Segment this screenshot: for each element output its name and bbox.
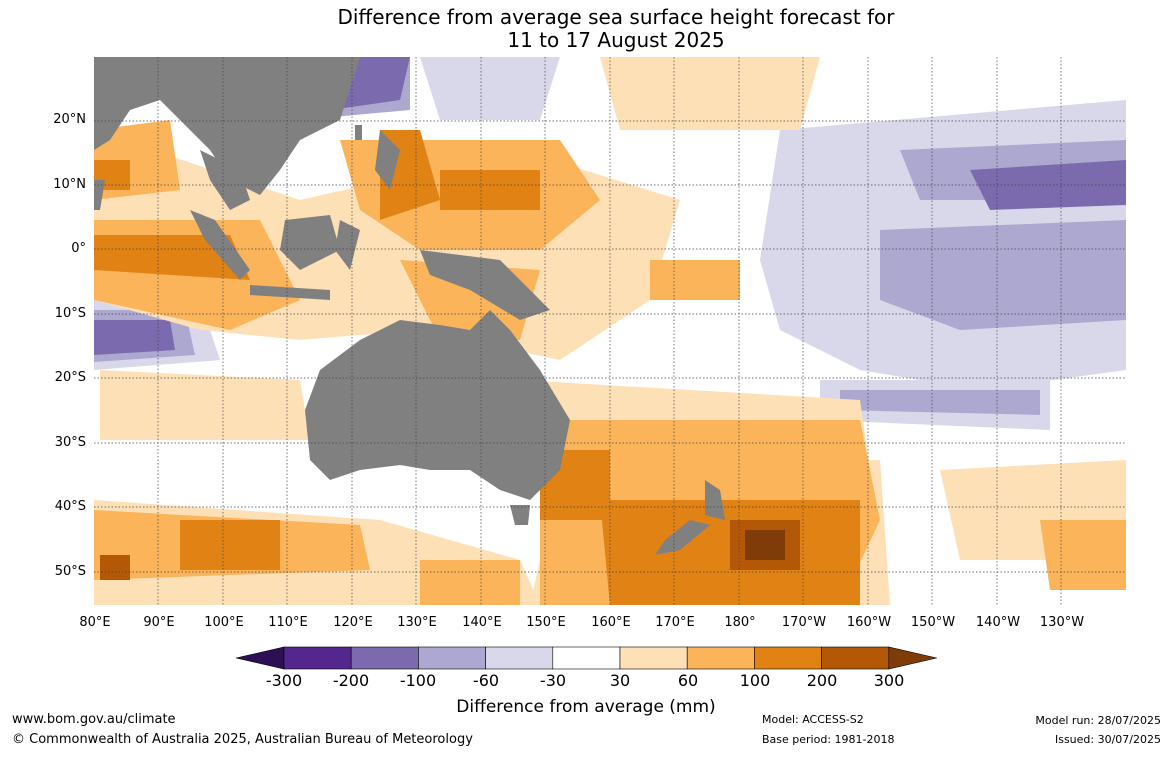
colorbar: [235, 646, 937, 670]
asia-landmass: [94, 57, 360, 195]
india-tip: [94, 180, 105, 210]
lon-label: 130°W: [1039, 615, 1085, 630]
colorbar-tick-label: 60: [677, 671, 699, 690]
colorbar-tick-label: -100: [399, 671, 437, 690]
lat-label: 10°N: [53, 177, 86, 192]
lon-label: 100°E: [204, 615, 244, 630]
lon-label: 120°E: [333, 615, 373, 630]
lon-label: 160°E: [591, 615, 631, 630]
colorbar-segment: [418, 646, 486, 670]
model-run-date: Model run: 28/07/2025: [1035, 714, 1161, 727]
colorbar-tick-label: -200: [332, 671, 370, 690]
lat-label: 0°: [71, 241, 86, 256]
colorbar-segment: [821, 646, 890, 670]
lon-label: 110°E: [268, 615, 308, 630]
lon-label: 140°W: [975, 615, 1021, 630]
sumatra: [190, 210, 250, 280]
copyright: © Commonwealth of Australia 2025, Austra…: [12, 732, 473, 747]
philippines: [375, 130, 400, 190]
lat-label: 10°S: [54, 306, 86, 321]
source-url: www.bom.gov.au/climate: [12, 712, 176, 727]
sulawesi: [335, 220, 360, 270]
colorbar-title: Difference from average (mm): [456, 697, 716, 717]
lon-label: 170°E: [655, 615, 695, 630]
colorbar-segment: [619, 646, 688, 670]
colorbar-segment: [485, 646, 554, 670]
colorbar-tick-label: 100: [739, 671, 771, 690]
colorbar-tick-label: -60: [472, 671, 500, 690]
colorbar-segment: [686, 646, 755, 670]
land-masses: [94, 57, 725, 555]
colorbar-tick-label: 200: [806, 671, 838, 690]
new-guinea: [420, 250, 550, 320]
lon-label: 170°W: [781, 615, 827, 630]
lat-label: 50°S: [54, 564, 86, 579]
indochina: [200, 150, 250, 210]
australia: [305, 310, 570, 500]
colorbar-tick-label: 300: [873, 671, 905, 690]
new-zealand-north: [705, 480, 725, 520]
colorbar-tick-label: 30: [609, 671, 631, 690]
lon-label: 140°E: [462, 615, 502, 630]
lat-label: 30°S: [54, 435, 86, 450]
map-title-line2: 11 to 17 August 2025: [507, 28, 725, 52]
model-name: Model: ACCESS-S2: [762, 713, 864, 726]
borneo: [280, 215, 340, 270]
colorbar-segment: [754, 646, 822, 670]
issued-date: Issued: 30/07/2025: [1054, 733, 1161, 746]
colorbar-segment: [552, 646, 621, 670]
colorbar-tick-label: -300: [265, 671, 303, 690]
lon-label: 150°E: [526, 615, 566, 630]
base-period: Base period: 1981-2018: [762, 733, 895, 746]
lon-label: 90°E: [143, 615, 175, 630]
colorbar-extend-high: [888, 646, 937, 670]
new-zealand-south: [655, 520, 710, 555]
colorbar-extend-low: [235, 646, 285, 670]
positive-anomaly-areas-extreme: [745, 530, 785, 560]
lat-label: 40°S: [54, 499, 86, 514]
lon-label: 80°E: [79, 615, 111, 630]
colorbar-segment: [350, 646, 419, 670]
taiwan: [355, 125, 362, 140]
lat-label: 20°S: [54, 370, 86, 385]
colorbar-segment: [283, 646, 352, 670]
lon-label: 130°E: [397, 615, 437, 630]
java: [250, 285, 330, 300]
lon-label: 160°W: [846, 615, 892, 630]
map-title-line1: Difference from average sea surface heig…: [337, 5, 895, 29]
tasmania: [510, 505, 530, 525]
lon-label: 180°: [724, 615, 756, 630]
graticule: [94, 57, 1126, 605]
lat-label: 20°N: [53, 112, 86, 127]
lon-label: 150°W: [910, 615, 956, 630]
colorbar-tick-label: -30: [539, 671, 567, 690]
